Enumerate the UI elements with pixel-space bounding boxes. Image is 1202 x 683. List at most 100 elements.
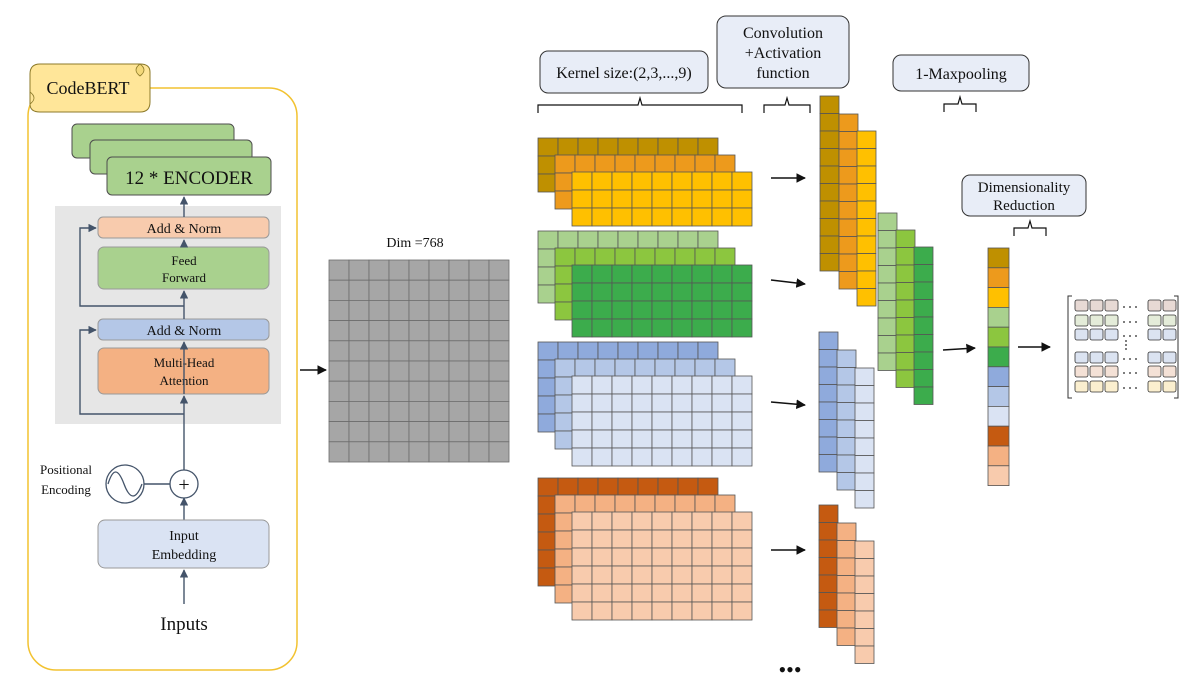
kernel-map-front-cell (671, 411, 693, 431)
matrix-grid-cell (468, 279, 490, 301)
kernel-map-mid-cell (614, 358, 636, 378)
kernel-map-back-cell (697, 341, 719, 361)
reduced-vector-cell (987, 287, 1010, 308)
kernel-map-front-cell (711, 565, 733, 585)
kernel-map-mid-cell (714, 358, 736, 378)
kernel-map-front-cell (711, 601, 733, 621)
output-dot (1129, 335, 1131, 337)
kernel-map-front-cell (591, 375, 613, 395)
conv-column-11-cell (836, 575, 857, 594)
kernel-map-mid-cell (614, 247, 636, 267)
kernel-map-front-cell (731, 207, 753, 227)
kernel-map-front-cell (571, 171, 593, 191)
conv-column-10-cell (818, 592, 839, 611)
kernel-map-front-cell (591, 429, 613, 449)
kernel-map-back-cell (557, 477, 579, 497)
output-dot (1123, 387, 1125, 389)
codebert-tag: CodeBERT (29, 63, 151, 113)
conv-column-5-cell (895, 247, 916, 266)
kernel-map-front-cell (711, 547, 733, 567)
matrix-grid-cell (488, 259, 510, 281)
kernel-map-front-cell (651, 207, 673, 227)
kernel-map-mid-cell (694, 247, 716, 267)
matrix-grid-cell (388, 360, 410, 382)
matrix-grid-cell (388, 441, 410, 463)
conv-column-3-cell (856, 165, 877, 184)
output-cell (1104, 351, 1119, 364)
kernel-map-front-cell (631, 189, 653, 209)
kernel-map-mid-cell (634, 494, 656, 514)
conv-column-8-cell (836, 367, 857, 386)
kernel-map-mid-cell (694, 154, 716, 174)
kernel-map-front-cell (591, 207, 613, 227)
kernel-map-front-cell (591, 300, 613, 320)
matrix-grid-cell (388, 400, 410, 422)
conv-column-4-cell (877, 247, 898, 266)
kernel-map-front (571, 171, 753, 227)
kernel-map-front-cell (631, 529, 653, 549)
kernel-map-front-cell (631, 447, 653, 467)
reduced-vector (987, 247, 1010, 486)
kernel-map-front-cell (691, 318, 713, 338)
output-vdot (1125, 348, 1127, 350)
kernel-map-front-cell (731, 282, 753, 302)
kernel-map-front-cell (671, 300, 693, 320)
conv-column-6 (913, 246, 934, 405)
kernel-map-front-cell (571, 393, 593, 413)
kernel-map-front-cell (691, 282, 713, 302)
matrix-grid-cell (488, 340, 510, 362)
kernel-map-front-cell (731, 429, 753, 449)
kernel-map-front-cell (571, 529, 593, 549)
conv-column-12-cell (854, 610, 875, 629)
encoder-label: 12 * ENCODER (125, 168, 253, 189)
conv-column-2-cell (838, 148, 859, 167)
kernel-map-front-cell (631, 207, 653, 227)
kernel-map-back-cell (697, 230, 719, 250)
matrix-grid-cell (428, 279, 450, 301)
matrix-grid-cell (388, 259, 410, 281)
add-norm-top-label: Add & Norm (147, 222, 222, 237)
kernel-map-front-cell (731, 318, 753, 338)
kernel-map-front-cell (611, 583, 633, 603)
conv-column-2-cell (838, 166, 859, 185)
output-cell (1074, 351, 1089, 364)
matrix-grid-cell (468, 340, 490, 362)
matrix-grid-cell (328, 340, 350, 362)
kernel-map-back-cell (617, 341, 639, 361)
output-dot (1123, 372, 1125, 374)
output-dot (1135, 321, 1137, 323)
kernel-map-front-cell (691, 207, 713, 227)
reduced-vector-cell (987, 425, 1010, 447)
codebert-border (27, 87, 298, 671)
conv-column-3-cell (856, 218, 877, 237)
output-cell (1147, 299, 1162, 312)
conv-column-3-cell (856, 235, 877, 254)
kernel-map-front-cell (691, 393, 713, 413)
matrix-grid-cell (488, 441, 510, 463)
output-cell (1147, 365, 1162, 378)
kernel-map-front-cell (571, 189, 593, 209)
matrix-grid-cell (368, 259, 390, 281)
reduced-vector-cell (987, 326, 1010, 348)
conv-column-5-cell (895, 352, 916, 371)
matrix-grid-cell (448, 320, 470, 342)
conv-column-5-cell (895, 334, 916, 353)
matrix-grid-cell (448, 259, 470, 281)
kernel-map-back-cell (617, 230, 639, 250)
kernel-map-back-cell (537, 477, 559, 497)
kernel-map-front-cell (671, 429, 693, 449)
kernel-map-mid-cell (634, 154, 656, 174)
kernel-map-back-cell (577, 477, 599, 497)
kernel-map-back-cell (537, 230, 559, 250)
kernel-map-mid-cell (674, 494, 696, 514)
kernel-group-3 (537, 341, 753, 467)
conv-column-8-cell (836, 437, 857, 456)
encoder-arrows (79, 196, 189, 604)
matrix-grid-cell (428, 360, 450, 382)
kernel-map-front-cell (711, 318, 733, 338)
output-cell (1147, 328, 1162, 341)
output-cell (1104, 299, 1119, 312)
kernel-map-mid-cell (554, 358, 576, 378)
kernel-map-mid-cell (654, 358, 676, 378)
conv-column-6-cell (913, 246, 934, 265)
